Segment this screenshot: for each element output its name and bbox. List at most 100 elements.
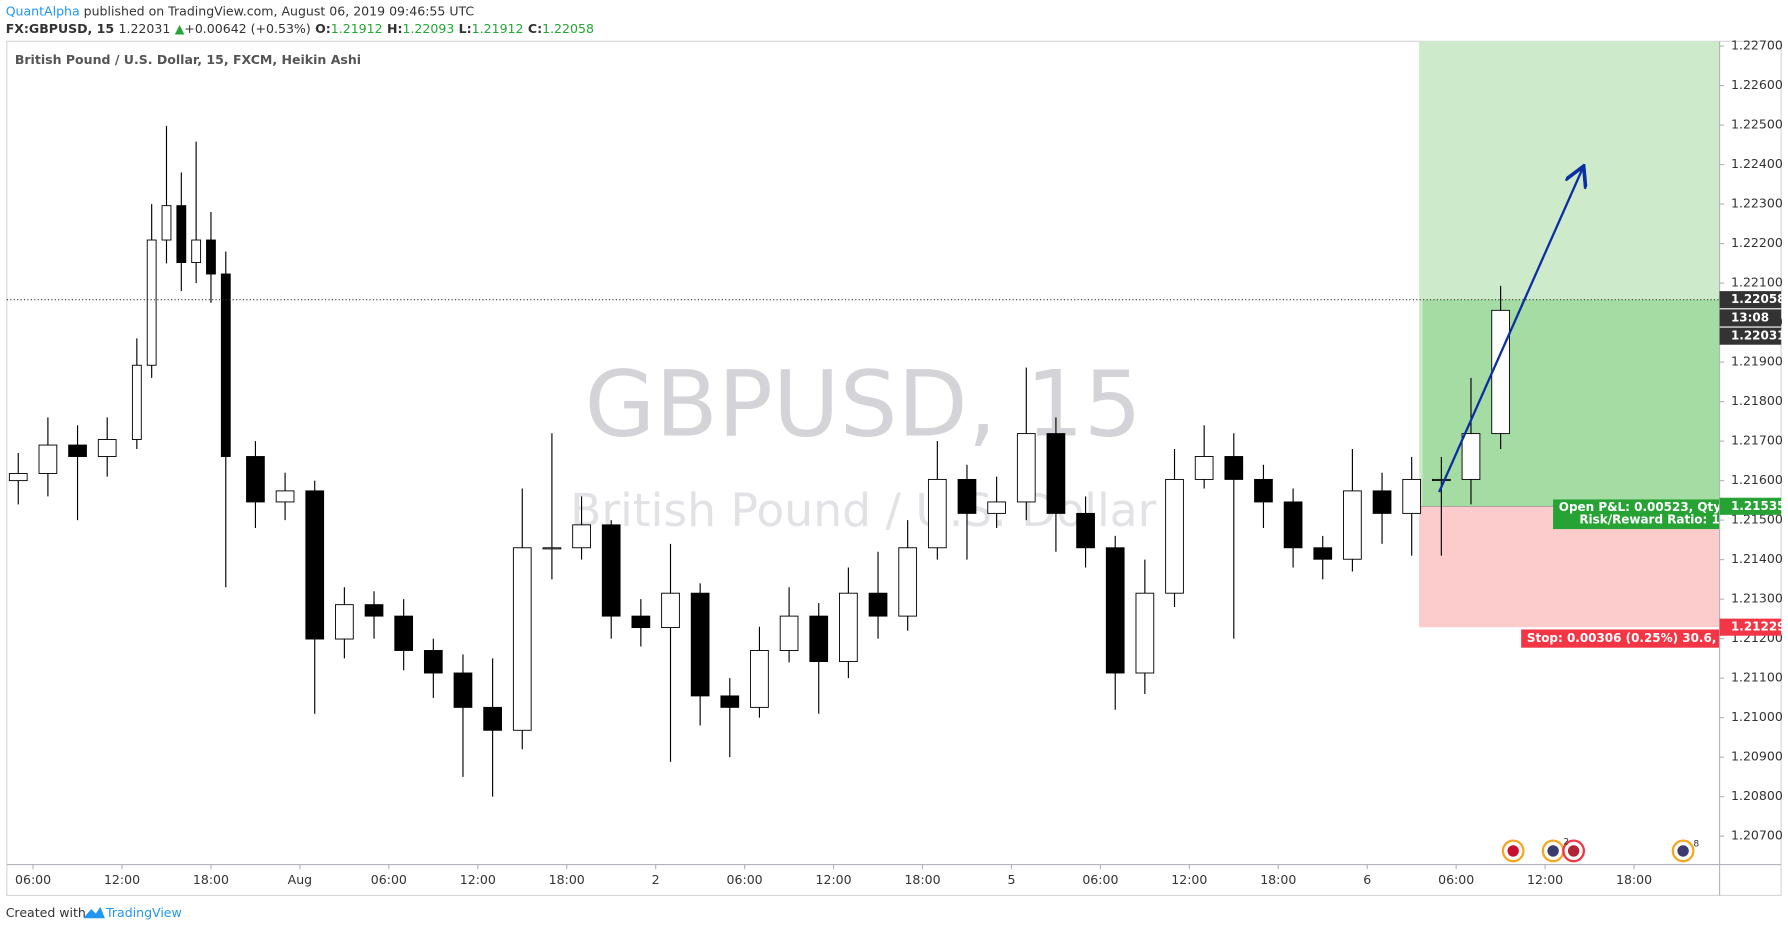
candle-body <box>1076 512 1095 549</box>
h-label: H: <box>387 20 403 35</box>
x-tick-label: Aug <box>288 872 312 887</box>
candle-body <box>512 547 532 731</box>
event-badge: 8 <box>1693 840 1699 850</box>
candles <box>8 125 1510 797</box>
y-tick-label: 1.22400 <box>1731 156 1783 171</box>
flag <box>1507 845 1519 857</box>
c-label: C: <box>528 20 542 35</box>
candle-body <box>246 456 265 503</box>
y-tick-label: 1.20800 <box>1731 788 1783 803</box>
chart-title: British Pound / U.S. Dollar, 15, FXCM, H… <box>15 52 361 67</box>
x-tick-label: 18:00 <box>549 872 585 887</box>
ha-close-label-box <box>1719 327 1782 345</box>
flag <box>1677 845 1689 857</box>
candle-body <box>191 239 202 263</box>
candle-body <box>1313 547 1333 560</box>
c: 1.22058 <box>542 20 594 35</box>
candle-body <box>1165 478 1184 594</box>
x-tick-label: 18:00 <box>904 872 940 887</box>
y-tick-label: 1.22100 <box>1731 275 1783 290</box>
pnl-label: Open P&L: 0.00523, Qty: 8 <box>1559 500 1739 514</box>
change-arrow: ▲ <box>175 20 185 35</box>
h: 1.22093 <box>402 20 454 35</box>
x-tick-label: 12:00 <box>1527 872 1563 887</box>
o-label: O: <box>315 20 331 35</box>
y-tick-label: 1.20700 <box>1731 828 1783 843</box>
entry-label: 1.21535 <box>1731 499 1786 513</box>
candle-body <box>572 524 591 549</box>
candle-body <box>1283 501 1303 549</box>
candle-body <box>453 672 473 708</box>
y-tick-label: 1.21300 <box>1731 591 1783 606</box>
position-zones <box>1419 41 1720 628</box>
x-tick-label: 18:00 <box>1260 872 1296 887</box>
y-tick-label: 1.21800 <box>1731 393 1783 408</box>
candle-body <box>750 650 769 708</box>
stop-price-label: 1.21229 <box>1731 620 1786 634</box>
footer-brand[interactable]: TradingView <box>105 905 182 920</box>
candle-body <box>68 444 87 457</box>
candle-body <box>1135 592 1155 674</box>
flag <box>1567 845 1580 857</box>
logo <box>83 906 105 919</box>
timer-label: 13:08 <box>1731 310 1769 324</box>
y-tick-label: 1.22300 <box>1731 196 1783 211</box>
header-line: QuantAlpha published on TradingView.com,… <box>6 3 475 18</box>
candle-body <box>1402 478 1422 514</box>
event-badge: 2 <box>1563 837 1569 847</box>
y-tick-label: 1.22200 <box>1731 235 1783 250</box>
x-tick-label: 06:00 <box>727 872 763 887</box>
candle-body <box>1046 433 1066 514</box>
candle-body <box>220 273 231 457</box>
flag <box>1547 845 1559 857</box>
y-tick-label: 1.21600 <box>1731 472 1783 487</box>
candle-body <box>631 615 651 629</box>
x-tick-label: 6 <box>1363 872 1371 887</box>
y-tick-label: 1.21500 <box>1731 512 1783 527</box>
candle-body <box>8 473 28 482</box>
candle-body <box>690 592 710 697</box>
x-tick-label: 12:00 <box>104 872 140 887</box>
candle-body <box>1016 433 1036 503</box>
candle-body <box>38 444 58 474</box>
x-tick-label: 06:00 <box>371 872 407 887</box>
candle-body <box>957 478 977 514</box>
published: published on TradingView.com, August 06,… <box>84 3 475 18</box>
y-tick-label: 1.20900 <box>1731 749 1783 764</box>
x-tick-label: 06:00 <box>15 872 51 887</box>
candle-body <box>1461 433 1481 480</box>
trend-arrow <box>1438 168 1583 493</box>
candle-body <box>131 364 142 440</box>
o: 1.21912 <box>331 20 383 35</box>
rr-label: Risk/Reward Ratio: 10. <box>1579 512 1732 526</box>
candle-body <box>779 615 799 651</box>
y-tick-label: 1.22700 <box>1731 38 1783 53</box>
y-tick-label: 1.22500 <box>1731 117 1783 132</box>
l-label: L: <box>459 20 472 35</box>
stop-box <box>1521 629 1720 648</box>
candle-body <box>1194 456 1214 480</box>
x-tick-label: 06:00 <box>1082 872 1118 887</box>
candle-body <box>305 490 325 640</box>
y-tick-label: 1.21700 <box>1731 433 1783 448</box>
candle-body <box>364 604 384 617</box>
candle-body <box>1254 478 1273 503</box>
symbol-line: FX:GBPUSD, 15 1.22031 ▲+0.00642 (+0.53%)… <box>6 20 594 35</box>
author[interactable]: QuantAlpha <box>6 3 80 18</box>
symbol: FX:GBPUSD, 15 <box>6 20 114 35</box>
y-tick-label: 1.21000 <box>1731 709 1783 724</box>
candle-body <box>394 615 414 651</box>
ha-close-label: 1.22031 <box>1731 329 1786 343</box>
entry-label-box <box>1719 497 1782 515</box>
axes: 1.20700 1.20800 1.20900 1.21000 1.21100 1.212… <box>15 38 1785 888</box>
x-tick-label: 18:00 <box>1616 872 1652 887</box>
candle-body <box>661 592 680 629</box>
y-tick-label: 1.21900 <box>1731 354 1783 369</box>
candle-body <box>898 547 918 617</box>
candle-body <box>927 478 947 549</box>
candle-body <box>601 524 621 617</box>
